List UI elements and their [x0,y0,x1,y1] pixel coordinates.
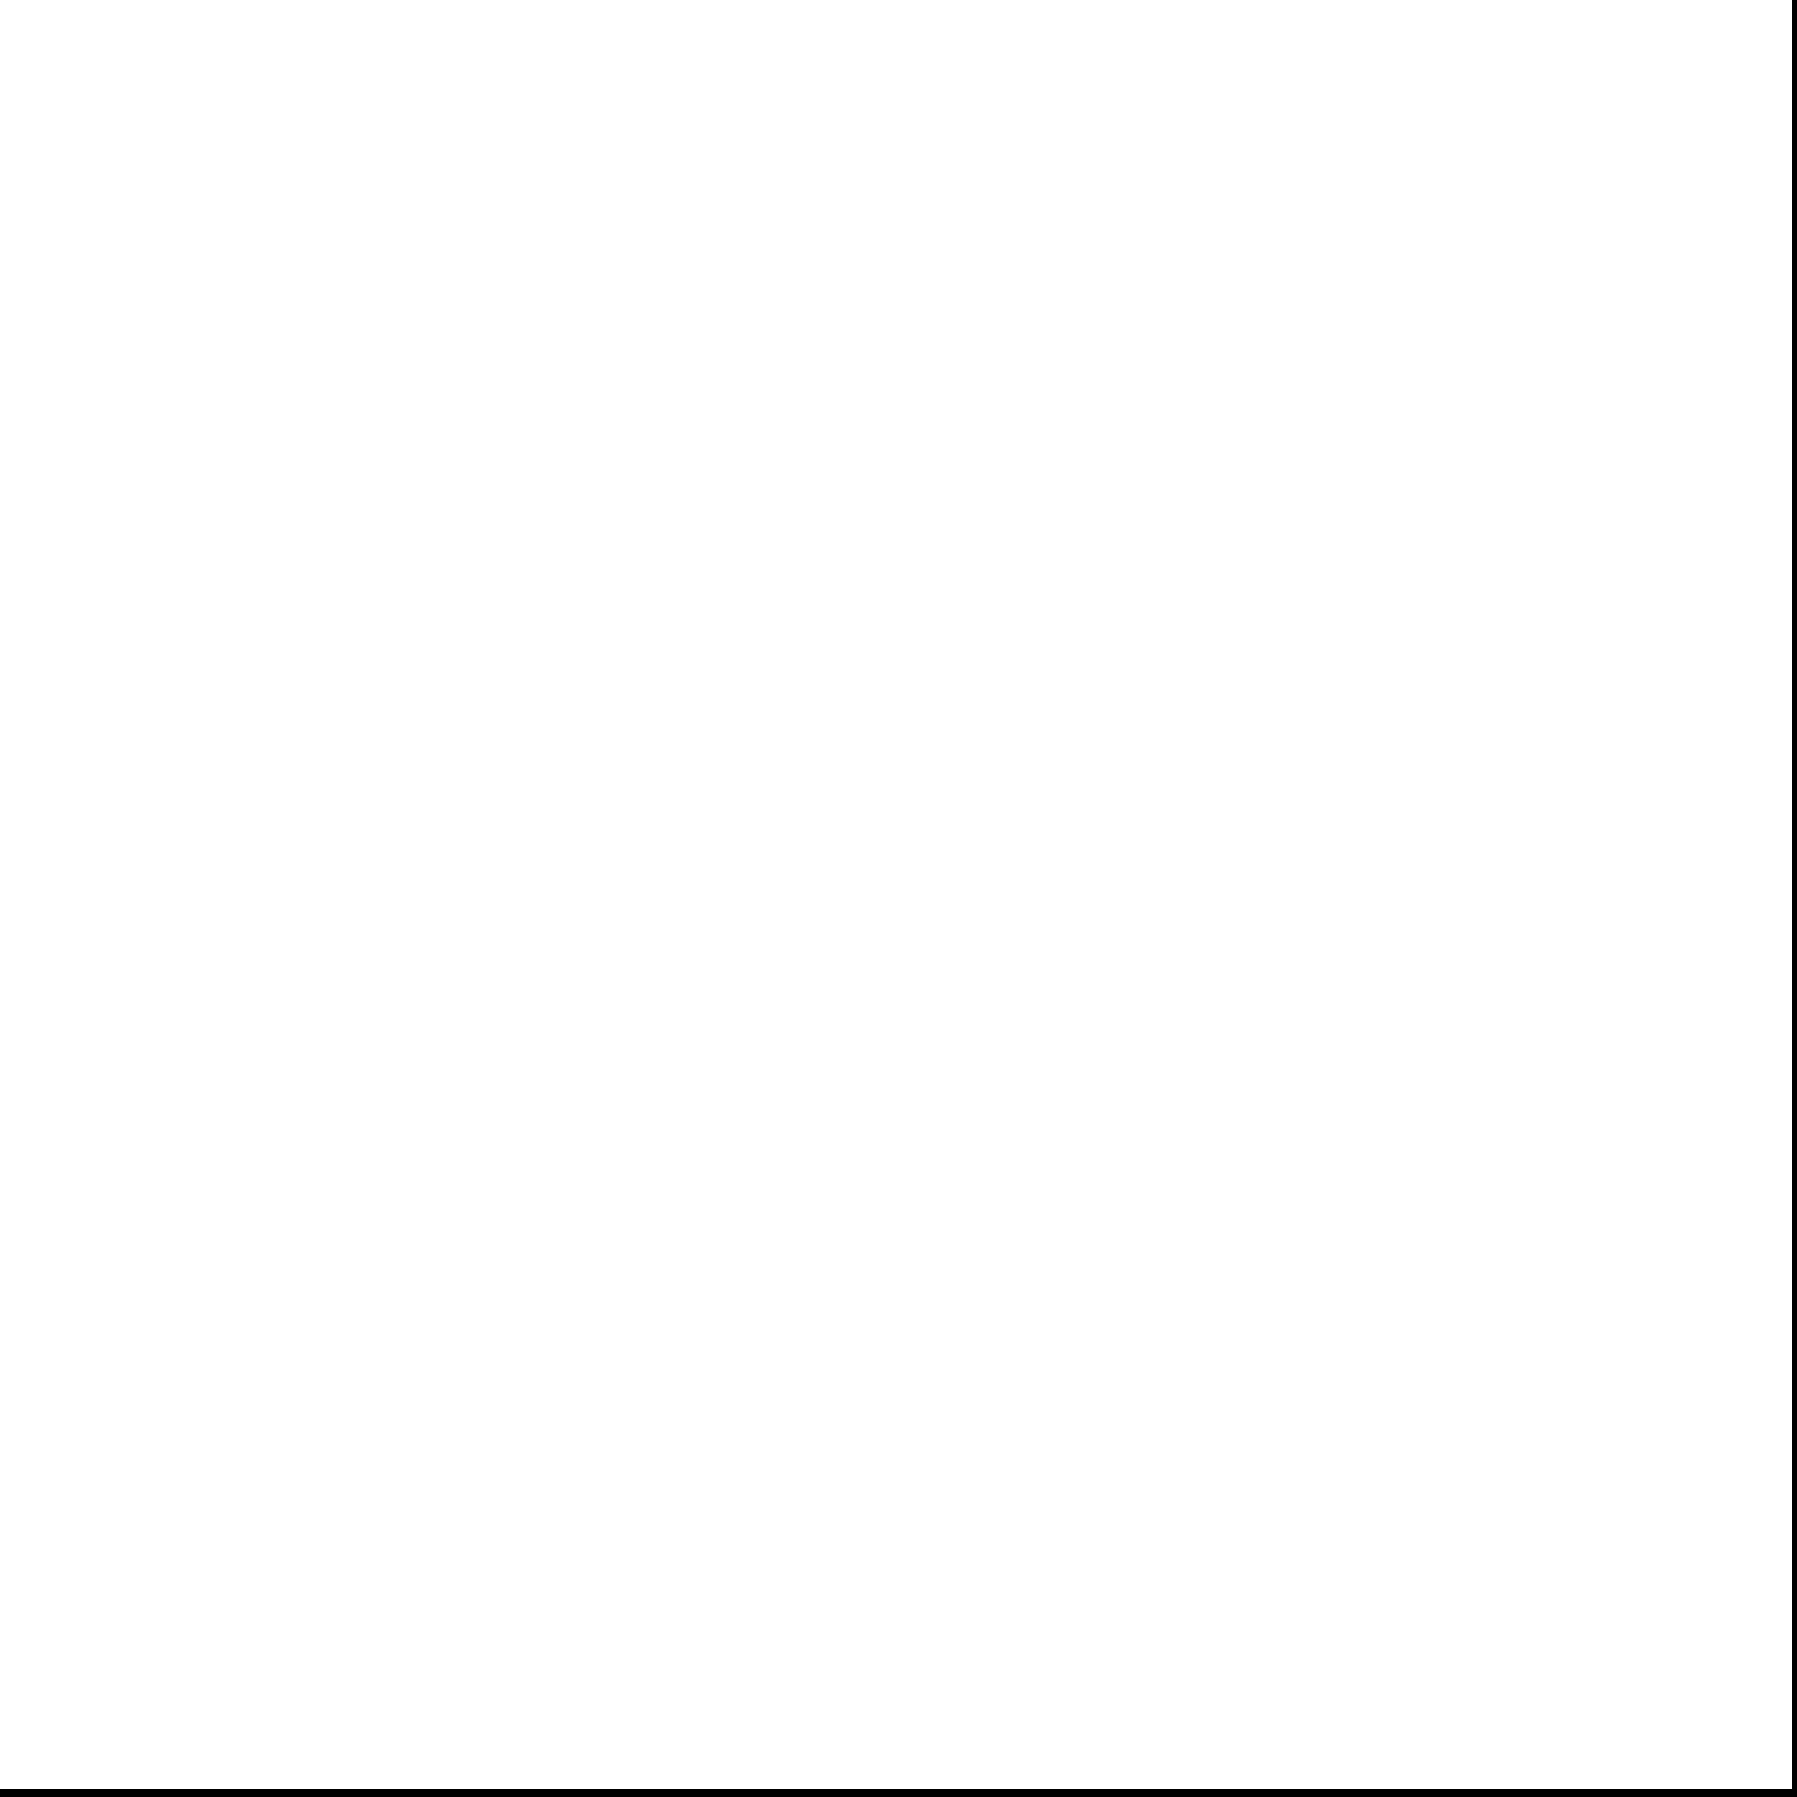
figure-bottom-border [0,1789,1797,1797]
figure-right-border [1792,0,1797,1797]
